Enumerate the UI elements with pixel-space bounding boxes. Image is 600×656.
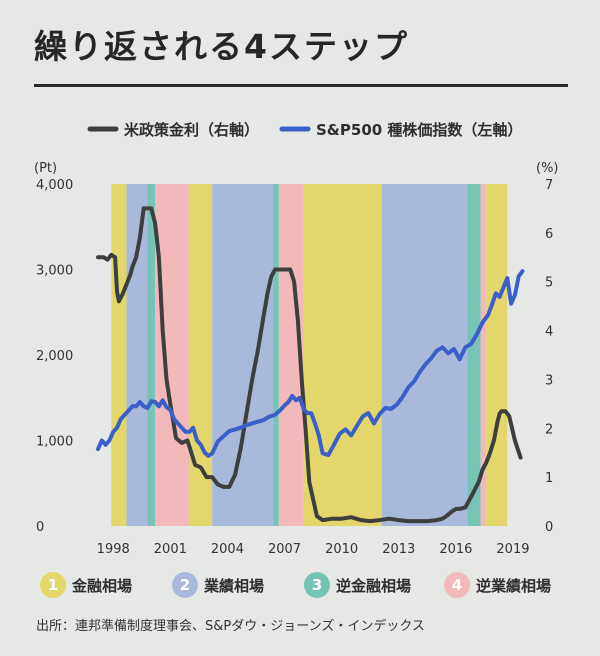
right-tick-label: 3 — [545, 373, 553, 388]
x-tick-label: 1998 — [97, 542, 130, 557]
phase-label-4: 逆業績相場 — [476, 576, 552, 595]
phase-label-3: 逆金融相場 — [336, 576, 412, 595]
right-tick-label: 2 — [545, 422, 553, 437]
phase-legend-item-4: 4 逆業績相場 — [444, 570, 551, 600]
x-tick-label: 2004 — [211, 542, 244, 557]
phase-band-1 — [189, 184, 213, 526]
right-tick-label: 1 — [545, 471, 553, 486]
phase-band-2 — [126, 184, 148, 526]
left-tick-label: 1,000 — [36, 435, 73, 450]
legend-label: 米政策金利（右軸） — [124, 121, 259, 139]
x-tick-label: 2016 — [439, 542, 472, 557]
phase-badge-3: 3 — [304, 572, 330, 598]
legend-label: S&P500 種株価指数（左軸） — [316, 121, 522, 139]
phase-legend-item-3: 3 逆金融相場 — [304, 570, 411, 600]
chart: 0 1,000 2,000 3,000 4,000 (Pt) 0 1 2 3 4 5 6 7 (%) 1998… — [34, 121, 559, 557]
x-tick-label: 2007 — [268, 542, 301, 557]
x-tick-label: 2001 — [154, 542, 187, 557]
left-tick-label: 0 — [36, 520, 44, 535]
phase-legend: 1 金融相場 2 業績相場 3 逆金融相場 4 逆業績相場 — [40, 570, 580, 600]
right-tick-label: 0 — [545, 520, 553, 535]
phase-band-1 — [486, 184, 508, 526]
phase-label-2: 業績相場 — [204, 576, 265, 595]
phase-band-4 — [155, 184, 190, 526]
phase-band-3 — [273, 184, 279, 526]
phase-band-1 — [303, 184, 382, 526]
source-note: 出所：連邦準備制度理事会、S&Pダウ・ジョーンズ・インデックス — [36, 619, 425, 634]
phase-legend-item-1: 1 金融相場 — [40, 570, 132, 600]
right-tick-label: 7 — [545, 178, 553, 193]
phase-label-1: 金融相場 — [72, 576, 133, 595]
right-tick-label: 5 — [545, 276, 553, 291]
phase-band-4 — [480, 184, 487, 526]
phase-band-3 — [147, 184, 156, 526]
left-tick-label: 4,000 — [36, 178, 73, 193]
left-tick-label: 2,000 — [36, 349, 73, 364]
left-tick-label: 3,000 — [36, 264, 73, 279]
phase-band-3 — [467, 184, 481, 526]
phase-badge-4: 4 — [444, 572, 470, 598]
right-tick-label: 4 — [545, 325, 553, 340]
x-tick-label: 2013 — [382, 542, 415, 557]
x-tick-label: 2019 — [496, 542, 529, 557]
phase-band-2 — [381, 184, 468, 526]
phase-band-1 — [111, 184, 127, 526]
policy-rate-line — [96, 206, 523, 524]
right-axis-unit: (%) — [536, 161, 559, 176]
phase-legend-item-2: 2 業績相場 — [172, 570, 264, 600]
phase-band-2 — [212, 184, 274, 526]
left-axis-unit: (Pt) — [34, 161, 57, 176]
x-tick-label: 2010 — [325, 542, 358, 557]
title-rule — [34, 84, 568, 87]
page-title: 繰り返される4ステップ — [34, 27, 409, 66]
phase-badge-2: 2 — [172, 572, 198, 598]
right-tick-label: 6 — [545, 227, 553, 242]
phase-badge-1: 1 — [40, 572, 66, 598]
sp500-line — [96, 269, 525, 458]
